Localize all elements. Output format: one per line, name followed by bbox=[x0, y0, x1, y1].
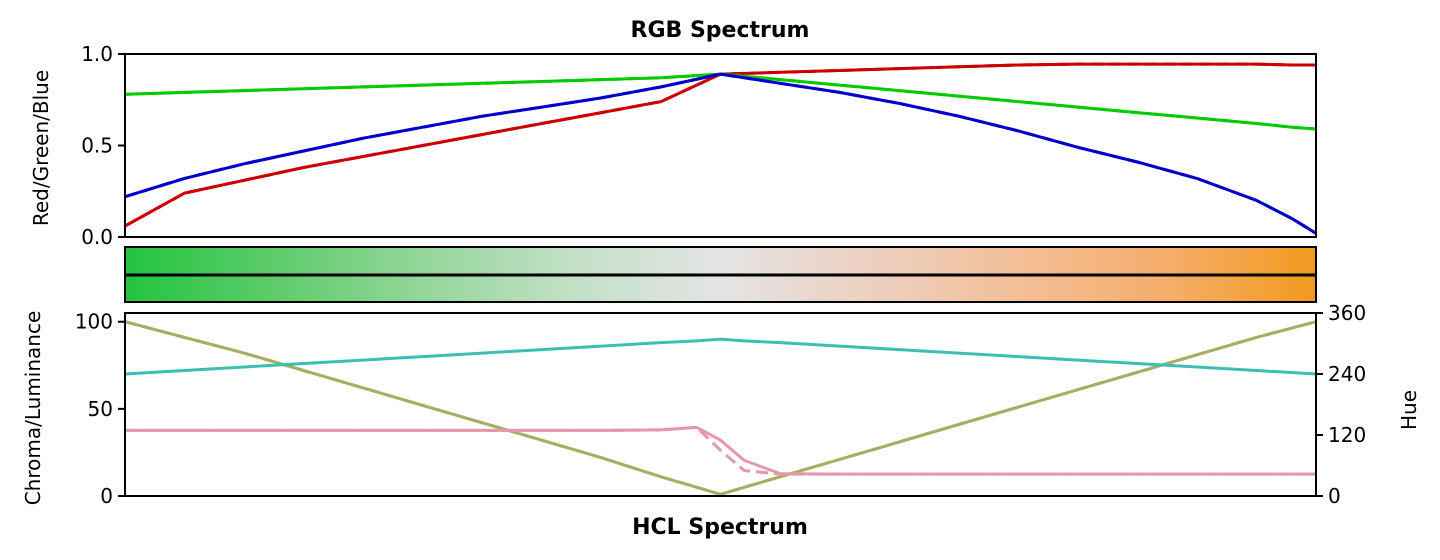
rgb-y-tick-label-0: 0.0 bbox=[81, 225, 113, 249]
rgb-series-line-5 bbox=[124, 72, 1317, 235]
hcl-y-right-tick-label-2: 240 bbox=[1328, 362, 1366, 386]
rgb-y-tick-label-2: 1.0 bbox=[81, 42, 113, 66]
hcl-series-line-0 bbox=[124, 320, 1317, 496]
hcl-right-y-ticks: 0 120 240 360 bbox=[1316, 301, 1366, 508]
rgb-series-line-3 bbox=[124, 72, 1317, 131]
hcl-right-y-axis-label: Hue bbox=[1397, 390, 1421, 430]
rgb-series-group bbox=[124, 62, 1317, 235]
rgb-chart-title: RGB Spectrum bbox=[631, 18, 810, 43]
rgb-y-ticks: 0.0 0.5 1.0 bbox=[81, 42, 125, 249]
rgb-y-axis-label: Red/Green/Blue bbox=[29, 70, 53, 226]
hcl-x-axis-label: HCL Spectrum bbox=[632, 515, 808, 540]
spectrum-frame bbox=[124, 246, 1317, 303]
hcl-y-tick-label-2: 100 bbox=[75, 310, 113, 334]
rgb-series-line-2 bbox=[124, 72, 1317, 131]
rgb-series-line-1 bbox=[124, 62, 1316, 228]
hcl-series-line-2 bbox=[124, 337, 1317, 376]
hcl-y-tick-label-0: 0 bbox=[100, 484, 113, 508]
rgb-y-tick-label-1: 0.5 bbox=[81, 134, 113, 158]
hcl-series-line-4 bbox=[125, 425, 1316, 476]
hcl-y-ticks: 0 50 100 bbox=[75, 310, 125, 508]
rgb-plot-frame bbox=[124, 53, 1317, 238]
hcl-series-line-1 bbox=[124, 320, 1317, 496]
rgb-series-line-4 bbox=[124, 72, 1317, 235]
hcl-y-right-tick-label-3: 360 bbox=[1328, 301, 1366, 325]
hcl-y-right-tick-label-0: 0 bbox=[1328, 484, 1341, 508]
hcl-y-tick-label-1: 50 bbox=[88, 397, 113, 421]
hcl-series-group bbox=[124, 320, 1317, 496]
hcl-plot-frame bbox=[124, 312, 1317, 497]
hcl-y-right-tick-label-1: 120 bbox=[1328, 423, 1366, 447]
hcl-y-axis-label: Chroma/Luminance bbox=[21, 311, 45, 506]
